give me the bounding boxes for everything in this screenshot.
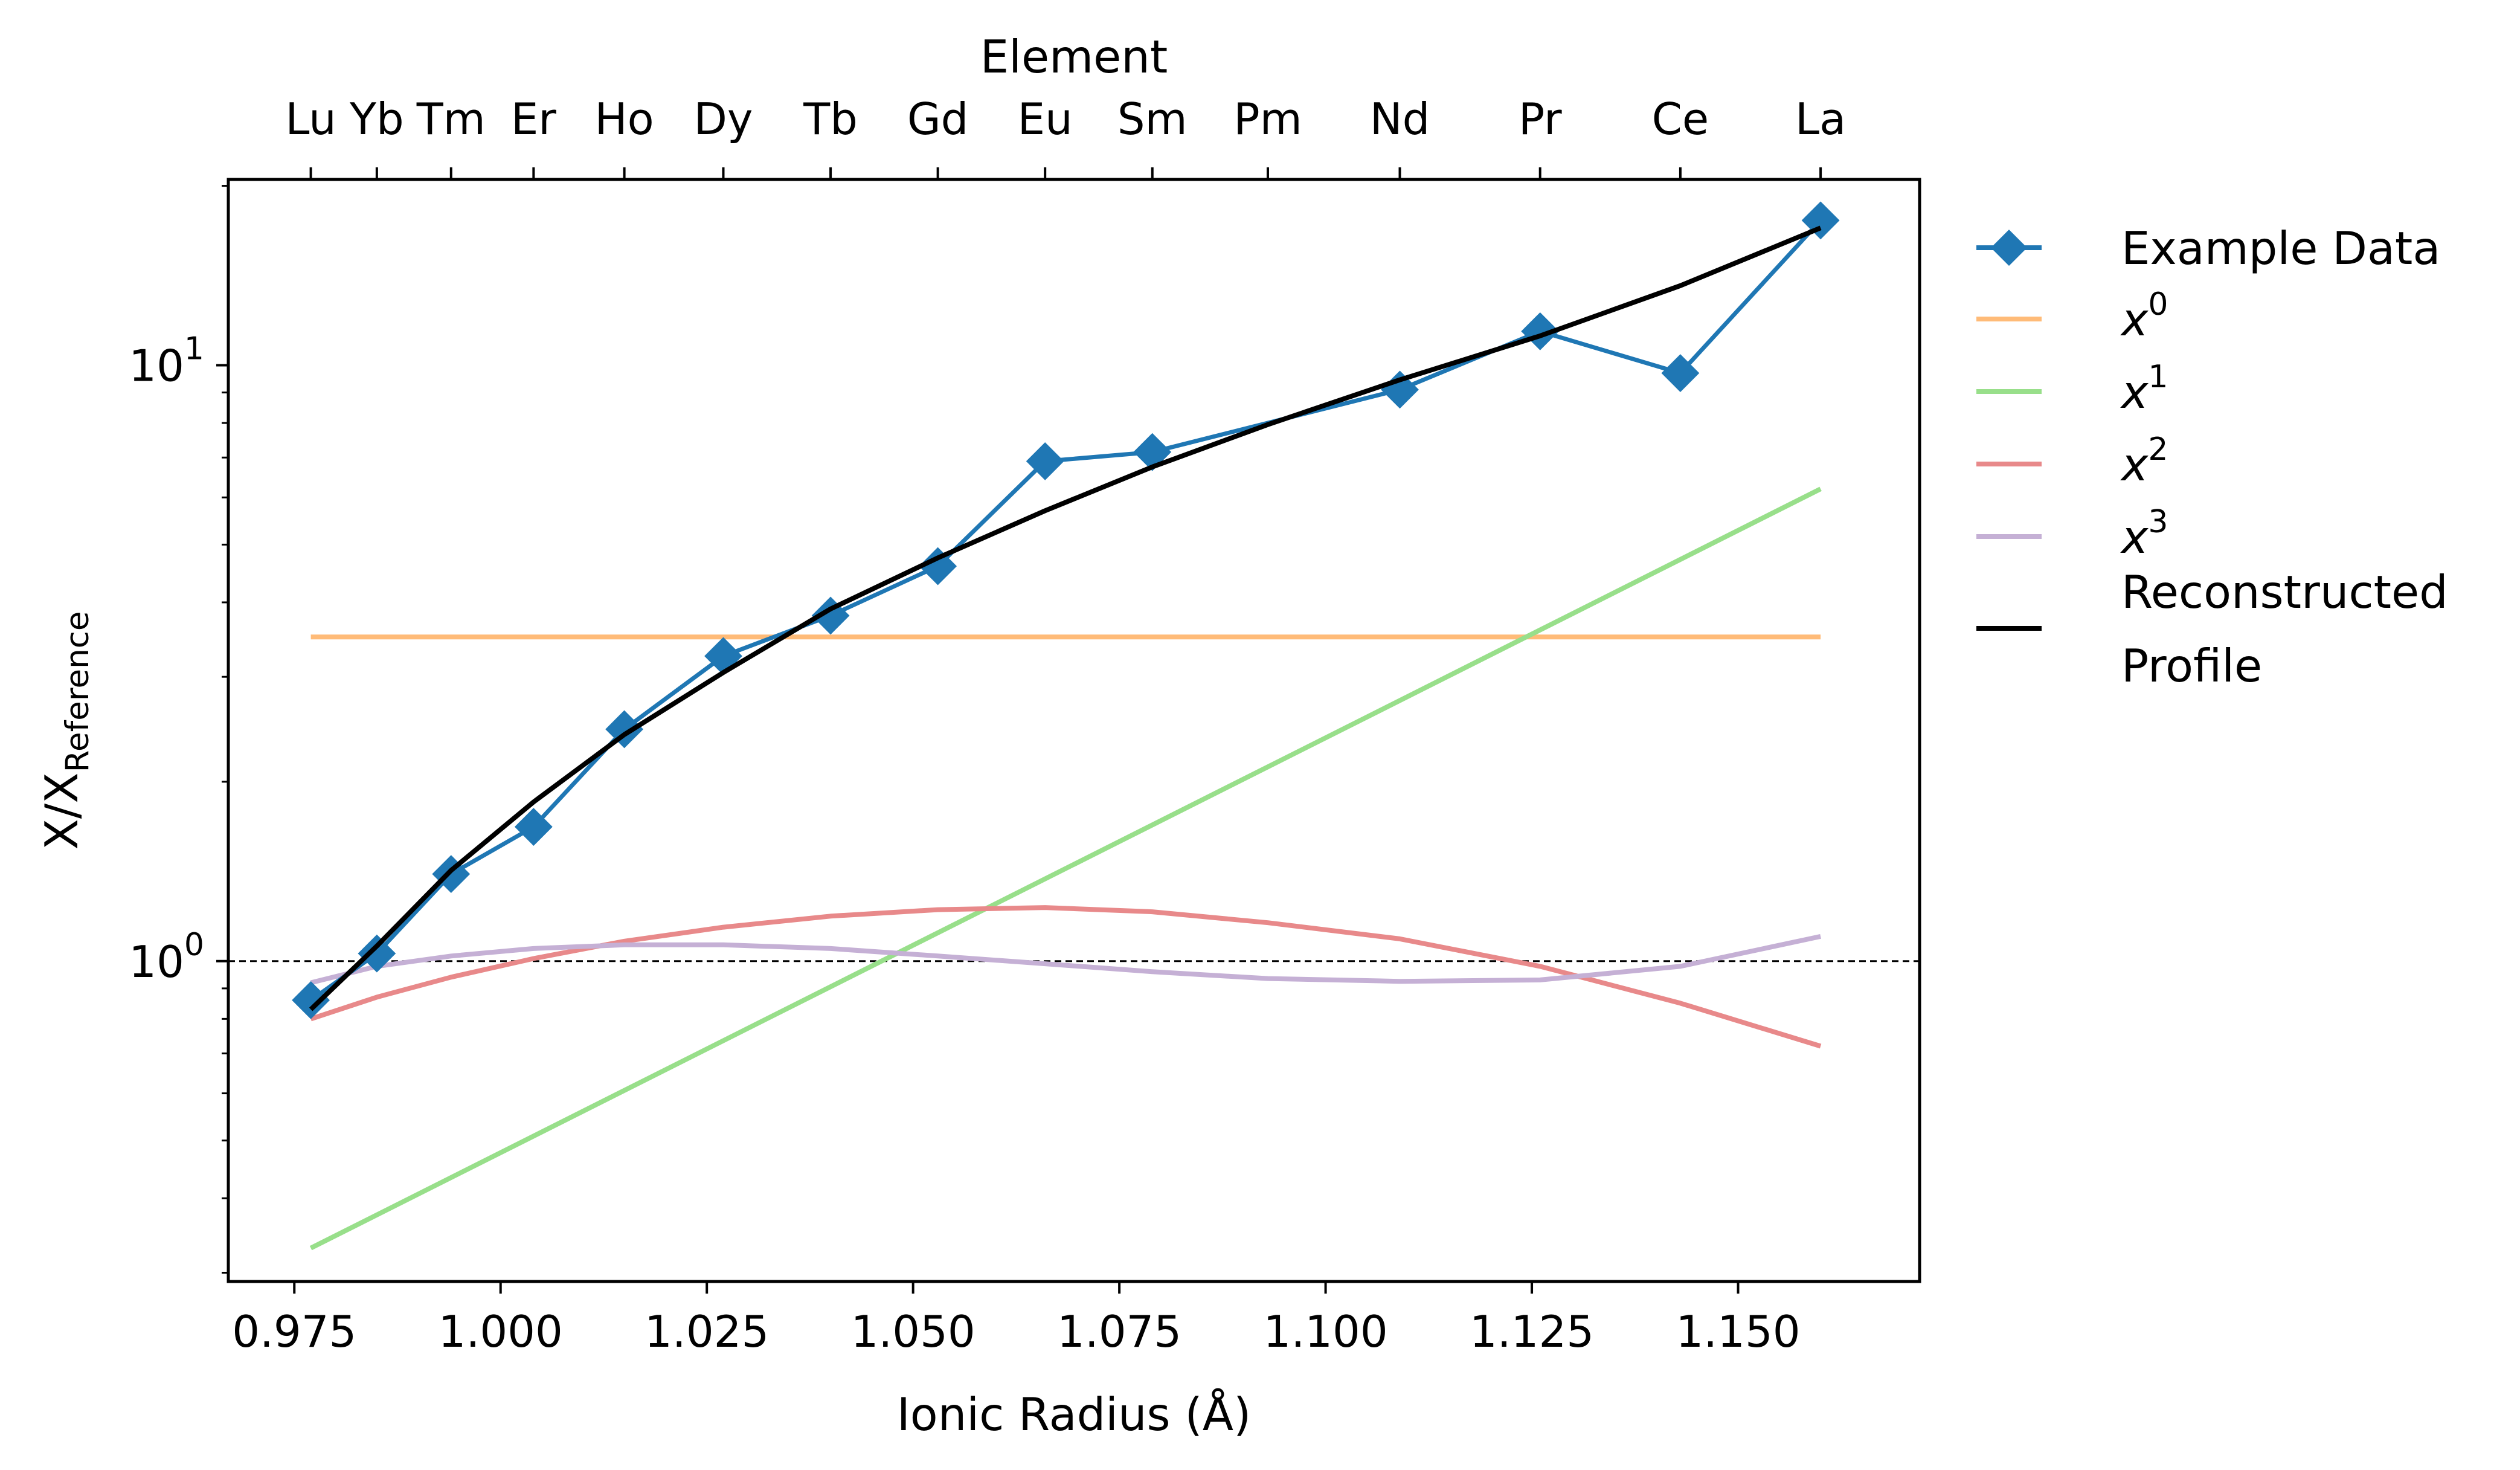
element-tick-label: Nd — [1370, 94, 1430, 144]
element-tick-label: Pm — [1233, 94, 1302, 144]
element-tick-label: Er — [511, 94, 556, 144]
legend-label-base: x — [2120, 366, 2149, 419]
element-tick-label: Ce — [1652, 94, 1709, 144]
legend-label: Profile — [2121, 639, 2262, 692]
legend-label: Example Data — [2121, 222, 2440, 275]
plot-area-frame — [227, 178, 1921, 1283]
element-tick-label: Eu — [1018, 94, 1073, 144]
data-point-marker — [358, 934, 396, 973]
y-axis-label-subscript: Reference — [59, 611, 96, 773]
element-tick-label: Tm — [416, 94, 486, 144]
series-line-x1 — [309, 486, 1822, 1251]
axes-layer: 0.975 1.000 1.025 1.050 1.075 1.100 1.125 1.150… — [35, 30, 1846, 1441]
element-tick-label: Gd — [907, 94, 969, 144]
y-tick-label: 100 — [129, 927, 204, 987]
x-tick-label: 1.150 — [1676, 1306, 1800, 1357]
data-point-marker — [1661, 354, 1700, 392]
legend-label: x2 — [2120, 431, 2168, 491]
y-axis-label-main: X/X — [35, 772, 88, 849]
x-axis-label: Ionic Radius (Å) — [897, 1388, 1252, 1441]
legend-label: x1 — [2120, 359, 2168, 419]
element-tick-label: Sm — [1117, 94, 1188, 144]
y-axis-label: X/XReference — [35, 611, 96, 850]
x-tick-label: 1.125 — [1470, 1306, 1594, 1357]
legend-label-base: x — [2120, 511, 2149, 564]
series-line-x3 — [310, 933, 1821, 985]
y-tick-exponent: 0 — [184, 927, 204, 963]
element-tick-label: Yb — [349, 94, 404, 144]
x-tick-label: 1.025 — [644, 1306, 769, 1357]
legend-marker — [1991, 230, 2027, 266]
legend-label-exponent: 0 — [2148, 286, 2168, 323]
y-tick-label: 101 — [129, 330, 204, 391]
legend-label-exponent: 3 — [2148, 504, 2168, 540]
data-point-marker — [514, 808, 553, 846]
element-tick-label: Dy — [693, 94, 753, 144]
legend-label-base: x — [2120, 293, 2149, 346]
series-layer — [228, 201, 1920, 1251]
series-line-reconstructed-profile — [309, 225, 1822, 1011]
legend-label: Reconstructed — [2121, 566, 2448, 619]
y-tick-base: 10 — [129, 340, 184, 391]
x-tick-label: 1.100 — [1264, 1306, 1388, 1357]
element-tick-label: Pr — [1519, 94, 1562, 144]
x-tick-label: 0.975 — [232, 1306, 356, 1357]
legend-label: x0 — [2120, 286, 2168, 346]
legend-label: x3 — [2120, 504, 2168, 564]
element-tick-label: Ho — [595, 94, 654, 144]
data-point-marker — [292, 981, 330, 1019]
x-tick-label: 1.075 — [1057, 1306, 1181, 1357]
element-tick-label: La — [1795, 94, 1846, 144]
data-point-marker — [605, 710, 644, 749]
data-point-marker — [1026, 442, 1064, 480]
element-tick-label: Lu — [285, 94, 336, 144]
x-tick-label: 1.000 — [439, 1306, 563, 1357]
series-line-x2 — [310, 905, 1822, 1049]
legend-label-base: x — [2120, 438, 2149, 491]
y-tick-base: 10 — [129, 936, 184, 987]
y-tick-exponent: 1 — [184, 330, 204, 367]
x-tick-label: 1.050 — [851, 1306, 976, 1357]
legend-label-exponent: 1 — [2148, 359, 2168, 395]
legend-label-exponent: 2 — [2148, 431, 2168, 468]
top-axis-label: Element — [980, 30, 1168, 83]
data-point-marker — [919, 547, 957, 585]
element-tick-label: Tb — [803, 94, 858, 144]
